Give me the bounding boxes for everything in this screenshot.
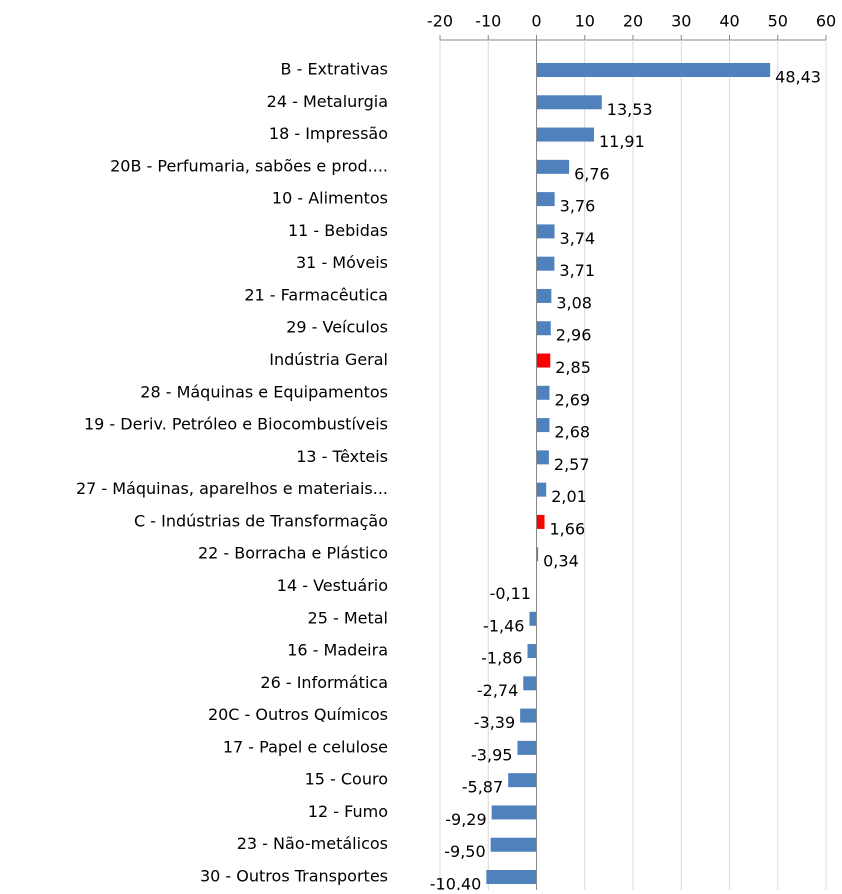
bar (536, 514, 545, 529)
value-label: 3,71 (559, 261, 595, 280)
bar (536, 547, 539, 562)
y-tick-label: C - Indústrias de Transformação (134, 511, 388, 530)
bar (529, 611, 537, 626)
bar (536, 385, 550, 400)
value-label: -1,46 (483, 616, 524, 635)
y-tick-label: 11 - Bebidas (288, 221, 388, 240)
bar (536, 482, 547, 497)
y-tick-label: 10 - Alimentos (272, 189, 388, 208)
value-label: 3,74 (560, 229, 596, 248)
y-tick-label: 24 - Metalurgia (267, 92, 388, 111)
value-label: -2,74 (477, 681, 518, 700)
value-label: -5,87 (462, 778, 503, 797)
value-label: 2,85 (555, 358, 591, 377)
value-label: -9,29 (445, 810, 486, 829)
y-tick-label: 31 - Móveis (296, 253, 388, 272)
y-tick-label: 29 - Veículos (286, 318, 388, 337)
y-tick-label: 25 - Metal (308, 608, 388, 627)
bar (517, 740, 537, 755)
y-tick-label: 16 - Madeira (287, 641, 388, 660)
bar (536, 224, 555, 239)
bar (536, 63, 771, 77)
value-label: 3,08 (556, 293, 592, 312)
y-tick-label: 14 - Vestuário (277, 576, 388, 595)
value-label: 2,01 (551, 487, 587, 506)
bar (536, 450, 549, 465)
y-tick-label: 17 - Papel e celulose (223, 737, 388, 756)
y-tick-label: 27 - Máquinas, aparelhos e materiais... (76, 479, 388, 498)
bar (491, 805, 537, 820)
x-tick-label: 10 (575, 12, 595, 31)
x-tick-label: 40 (719, 12, 739, 31)
y-tick-label: 19 - Deriv. Petróleo e Biocombustíveis (84, 415, 388, 434)
y-tick-label: 13 - Têxteis (296, 447, 388, 466)
value-label: -3,95 (471, 745, 512, 764)
x-tick-label: -10 (475, 12, 501, 31)
y-tick-label: 22 - Borracha e Plástico (198, 544, 388, 563)
y-tick-label: 30 - Outros Transportes (200, 867, 388, 886)
bar (536, 159, 570, 174)
y-tick-label: 15 - Couro (305, 770, 388, 789)
x-tick-label: 50 (768, 12, 788, 31)
y-tick-label: 28 - Máquinas e Equipamentos (140, 382, 388, 401)
bar (523, 676, 537, 691)
y-tick-label: 18 - Impressão (269, 124, 388, 143)
bar (536, 127, 594, 142)
y-tick-label: 20B - Perfumaria, sabões e prod.... (110, 156, 388, 175)
value-label: 2,96 (556, 326, 592, 345)
x-tick-label: 30 (671, 12, 691, 31)
value-label: -10,40 (430, 875, 482, 891)
y-tick-label: 21 - Farmacêutica (244, 285, 388, 304)
y-tick-label: 12 - Fumo (308, 802, 388, 821)
bar (508, 773, 537, 788)
value-label: 6,76 (574, 164, 610, 183)
y-tick-label: Indústria Geral (269, 350, 388, 369)
value-label: 0,34 (543, 552, 579, 571)
x-tick-label: 20 (623, 12, 643, 31)
bar (536, 256, 555, 271)
value-label: 2,69 (554, 390, 590, 409)
value-label: -3,39 (474, 713, 515, 732)
bar (490, 837, 537, 852)
value-label: -0,11 (490, 584, 531, 603)
value-label: -9,50 (444, 842, 485, 861)
bar (536, 192, 555, 207)
bar (527, 644, 537, 659)
value-label: 3,76 (560, 197, 596, 216)
y-tick-label: 20C - Outros Químicos (208, 705, 388, 724)
x-tick-label: 0 (531, 12, 541, 31)
y-tick-label: 23 - Não-metálicos (237, 834, 388, 853)
value-label: -1,86 (481, 649, 522, 668)
value-label: 13,53 (607, 100, 653, 119)
x-tick-label: -20 (427, 12, 453, 31)
value-label: 11,91 (599, 132, 645, 151)
value-label: 2,57 (554, 455, 590, 474)
x-tick-label: 60 (816, 12, 836, 31)
value-label: 48,43 (775, 68, 821, 87)
value-label: 1,66 (550, 519, 586, 538)
y-tick-label: B - Extrativas (281, 60, 388, 79)
value-label: 2,68 (554, 423, 590, 442)
bar (520, 708, 537, 723)
bar (486, 870, 537, 884)
bar (536, 288, 552, 303)
bar (536, 321, 551, 336)
bar (536, 418, 550, 433)
bar (536, 353, 551, 368)
y-tick-label: 26 - Informática (260, 673, 388, 692)
bar (536, 95, 602, 110)
